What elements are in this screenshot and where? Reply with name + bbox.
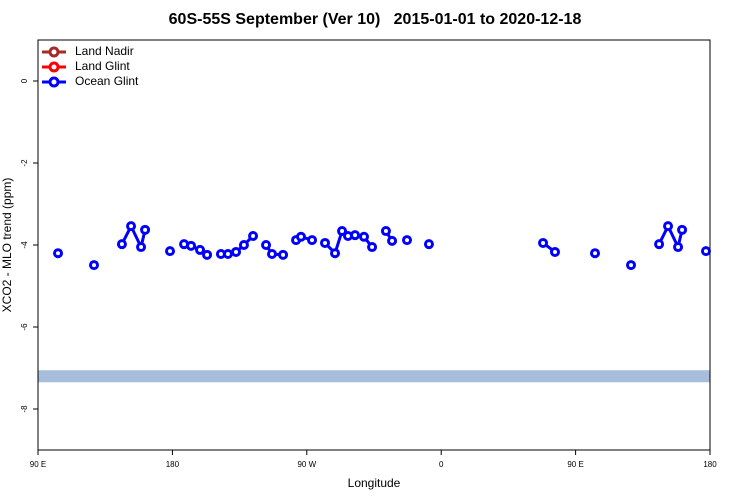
legend-marker xyxy=(48,76,60,88)
point xyxy=(186,240,197,251)
x-tick-label: 180 xyxy=(166,460,180,469)
point xyxy=(590,248,601,259)
point xyxy=(387,235,398,246)
point xyxy=(380,226,391,237)
y-tick-label: -6 xyxy=(20,323,29,331)
legend-label: Land Nadir xyxy=(75,44,134,58)
legend-marker xyxy=(48,46,60,58)
point xyxy=(53,248,64,259)
point xyxy=(231,246,242,257)
point xyxy=(367,242,378,253)
point xyxy=(261,240,272,250)
point xyxy=(350,230,361,241)
point xyxy=(165,246,176,257)
point xyxy=(267,249,278,260)
x-tick-label: 180 xyxy=(703,460,717,469)
legend-label: Land Glint xyxy=(75,59,130,73)
point xyxy=(402,235,413,246)
legend-label: Ocean Glint xyxy=(75,74,139,88)
point xyxy=(358,231,369,242)
point xyxy=(116,239,127,250)
point xyxy=(673,242,684,253)
point xyxy=(248,230,259,241)
point xyxy=(202,249,213,260)
x-tick-label: 90 E xyxy=(30,460,46,469)
y-tick-label: -2 xyxy=(20,159,29,167)
point xyxy=(89,260,99,271)
point xyxy=(238,240,249,250)
point xyxy=(222,249,233,260)
y-tick-label: 0 xyxy=(20,78,29,83)
point xyxy=(677,224,688,235)
point xyxy=(700,246,711,257)
x-tick-label: 90 W xyxy=(297,460,316,469)
point xyxy=(136,242,147,253)
point xyxy=(538,237,549,248)
x-axis-label: Longitude xyxy=(348,476,401,490)
point xyxy=(307,235,318,246)
chart-title: 60S-55S September (Ver 10) 2015-01-01 to… xyxy=(169,11,582,28)
legend-marker xyxy=(48,61,60,73)
point xyxy=(195,244,206,255)
point xyxy=(295,231,306,242)
point xyxy=(330,248,341,259)
y-tick-label: -8 xyxy=(20,405,29,413)
y-axis-label: XCO2 - MLO trend (ppm) xyxy=(0,178,14,313)
x-tick-label: 0 xyxy=(439,460,444,469)
y-tick-label: -4 xyxy=(20,241,29,249)
point xyxy=(549,246,560,257)
point xyxy=(423,239,434,250)
point xyxy=(663,221,674,232)
plot-frame xyxy=(37,39,711,451)
point xyxy=(654,239,665,250)
point xyxy=(337,226,348,237)
point xyxy=(140,224,151,235)
point xyxy=(278,249,289,260)
x-tick-label: 90 E xyxy=(567,460,583,469)
point xyxy=(626,260,637,271)
point xyxy=(320,237,331,248)
point xyxy=(126,221,137,232)
